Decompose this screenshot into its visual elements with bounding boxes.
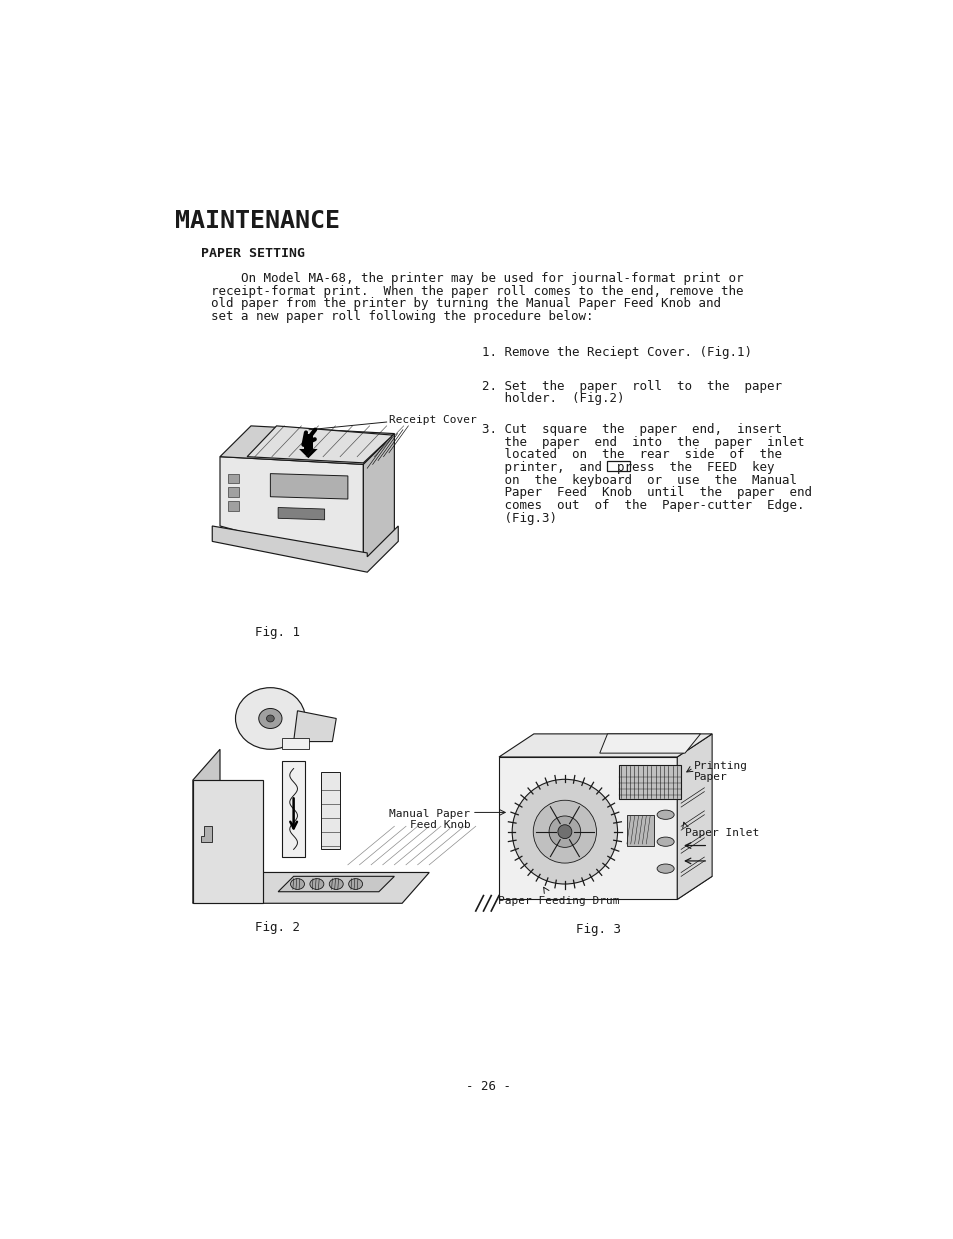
Ellipse shape (657, 864, 674, 873)
Text: Receipt Cover: Receipt Cover (389, 415, 476, 425)
Polygon shape (247, 426, 393, 463)
Text: Feed Knob: Feed Knob (409, 820, 470, 830)
Text: Paper Inlet: Paper Inlet (684, 828, 759, 838)
Ellipse shape (512, 779, 617, 885)
Polygon shape (228, 502, 239, 510)
Polygon shape (677, 733, 711, 900)
Polygon shape (220, 457, 363, 565)
Text: 3. Cut  square  the  paper  end,  insert: 3. Cut square the paper end, insert (481, 422, 781, 436)
Polygon shape (193, 781, 262, 903)
Text: the  paper  end  into  the  paper  inlet: the paper end into the paper inlet (481, 435, 803, 449)
Polygon shape (498, 733, 711, 757)
Text: Fig. 1: Fig. 1 (254, 626, 299, 639)
Text: 1. Remove the Reciept Cover. (Fig.1): 1. Remove the Reciept Cover. (Fig.1) (481, 346, 751, 359)
Text: MAINTENANCE: MAINTENANCE (174, 208, 339, 233)
Polygon shape (282, 761, 305, 857)
Text: holder.  (Fig.2): holder. (Fig.2) (481, 393, 624, 405)
Text: Printing: Printing (694, 761, 747, 771)
Polygon shape (270, 473, 348, 499)
Ellipse shape (558, 825, 571, 839)
Polygon shape (626, 815, 654, 845)
Text: Fig. 3: Fig. 3 (576, 923, 620, 935)
Polygon shape (618, 764, 680, 799)
Ellipse shape (549, 817, 580, 847)
Text: set a new paper roll following the procedure below:: set a new paper roll following the proce… (211, 310, 593, 323)
Text: receipt-format print.  When the paper roll comes to the end, remove the: receipt-format print. When the paper rol… (211, 285, 742, 297)
Polygon shape (212, 527, 397, 572)
Text: 2. Set  the  paper  roll  to  the  paper: 2. Set the paper roll to the paper (481, 379, 781, 393)
Text: Paper: Paper (694, 772, 727, 782)
Ellipse shape (235, 688, 305, 750)
Ellipse shape (291, 878, 304, 890)
Text: Paper Feeding Drum: Paper Feeding Drum (497, 896, 618, 906)
Text: comes  out  of  the  Paper-cutter  Edge.: comes out of the Paper-cutter Edge. (481, 499, 803, 512)
Polygon shape (303, 434, 313, 449)
Polygon shape (298, 449, 317, 458)
Text: PAPER SETTING: PAPER SETTING (200, 248, 304, 260)
Polygon shape (498, 876, 711, 900)
Polygon shape (599, 733, 700, 753)
Polygon shape (228, 487, 239, 497)
Text: Fig. 2: Fig. 2 (254, 921, 299, 934)
Polygon shape (282, 737, 309, 750)
Text: On Model MA-68, the printer may be used for journal-format print or: On Model MA-68, the printer may be used … (211, 271, 742, 285)
Text: located  on  the  rear  side  of  the: located on the rear side of the (481, 449, 781, 461)
Polygon shape (193, 750, 220, 903)
Ellipse shape (329, 878, 343, 890)
Polygon shape (363, 434, 394, 565)
Polygon shape (200, 826, 212, 841)
Text: on  the  keyboard  or  use  the  Manual: on the keyboard or use the Manual (481, 473, 796, 487)
Polygon shape (320, 772, 340, 850)
Text: - 26 -: - 26 - (466, 1080, 511, 1093)
Text: (Fig.3): (Fig.3) (481, 512, 557, 525)
Ellipse shape (258, 709, 282, 729)
Polygon shape (278, 876, 394, 892)
Ellipse shape (657, 810, 674, 819)
Ellipse shape (533, 800, 596, 864)
Polygon shape (220, 426, 394, 465)
Ellipse shape (348, 878, 362, 890)
Text: printer,  and  press  the  FEED  key: printer, and press the FEED key (481, 461, 774, 473)
Ellipse shape (310, 878, 323, 890)
Polygon shape (498, 757, 677, 900)
Ellipse shape (657, 838, 674, 846)
Text: Manual Paper: Manual Paper (389, 809, 470, 819)
Ellipse shape (266, 715, 274, 722)
Polygon shape (193, 872, 429, 903)
Text: Paper  Feed  Knob  until  the  paper  end: Paper Feed Knob until the paper end (481, 487, 811, 499)
Polygon shape (228, 473, 239, 483)
Polygon shape (278, 508, 324, 520)
Text: old paper from the printer by turning the Manual Paper Feed Knob and: old paper from the printer by turning th… (211, 297, 720, 310)
Polygon shape (294, 711, 335, 742)
